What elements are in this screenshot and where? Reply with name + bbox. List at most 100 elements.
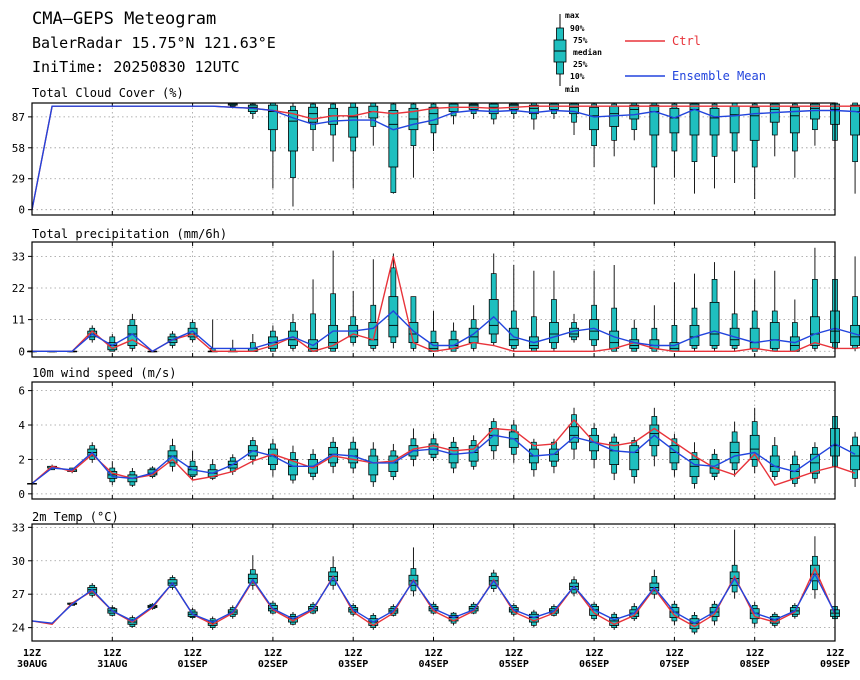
box-plot	[408, 547, 419, 597]
legend-box-label: 10%	[570, 72, 585, 81]
box-plot	[729, 270, 740, 352]
box-plot	[528, 609, 539, 628]
y-tick-label: 58	[12, 142, 25, 155]
box-plot	[589, 423, 599, 469]
box-plot	[549, 270, 559, 352]
box-inner	[589, 606, 599, 616]
box-inner	[709, 301, 720, 346]
x-tick-label-date: 30AUG	[17, 659, 47, 670]
x-tick-label-date: 09SEP	[820, 659, 850, 670]
box-plot	[167, 438, 178, 472]
box-plot	[408, 428, 419, 467]
location-label: BalerRadar 15.75°N 121.63°E	[32, 34, 276, 52]
x-tick-label-time: 12Z	[184, 648, 202, 659]
box-plot	[428, 311, 439, 352]
box-plot	[789, 299, 800, 352]
box-inner	[749, 327, 760, 349]
panels: Total Cloud Cover (%) 0 29 58 87 Total precip…	[12, 86, 860, 642]
y-tick-label: 0	[18, 345, 25, 358]
legend-box-label: 90%	[570, 24, 585, 33]
box-inner	[388, 110, 399, 168]
box-plot	[187, 450, 198, 481]
box-outer	[812, 279, 818, 349]
legend-box-label: median	[573, 47, 602, 57]
box-plot	[408, 103, 419, 178]
box-plot	[649, 102, 660, 205]
box-inner	[528, 104, 539, 115]
box-plot	[468, 305, 479, 352]
box-plot	[569, 313, 579, 343]
box-plot	[789, 103, 800, 178]
legend-line-label: Ctrl	[672, 34, 701, 48]
box-plot	[328, 103, 339, 162]
box-plot	[247, 103, 258, 119]
x-tick-label-date: 31AUG	[97, 659, 127, 670]
ensemble-mean-line	[32, 310, 860, 353]
x-tick-label-time: 12Z	[585, 648, 603, 659]
box-plot	[227, 339, 238, 353]
ensemble-mean-line	[31, 572, 836, 625]
box-plot	[308, 279, 318, 352]
box-inner	[368, 322, 379, 346]
box-inner	[428, 106, 439, 125]
box-plot	[348, 290, 359, 346]
box-plot	[810, 102, 820, 146]
legend-box-label: max	[565, 11, 580, 20]
y-tick-label: 29	[12, 173, 25, 186]
y-tick-label: 4	[18, 419, 25, 432]
panel-frame	[31, 102, 836, 216]
ctrl-line	[31, 418, 856, 487]
box-inner	[850, 445, 860, 471]
box-inner	[609, 441, 620, 465]
panel-frame	[31, 523, 836, 642]
x-tick-label-time: 12Z	[344, 648, 362, 659]
y-tick-label: 27	[12, 588, 25, 601]
box-plot	[267, 102, 278, 189]
box-plot	[649, 569, 660, 599]
box-inner	[308, 106, 318, 123]
box-plot	[749, 103, 760, 199]
box-inner	[769, 322, 780, 349]
x-tick-label-date: 05SEP	[499, 659, 529, 670]
box-plot	[388, 443, 399, 481]
box-plot	[689, 442, 700, 489]
box-plot	[629, 102, 640, 141]
box-inner	[549, 322, 559, 344]
box-inner	[810, 453, 820, 474]
box-plot	[328, 250, 339, 352]
box-plot	[528, 438, 539, 477]
legend-line-label: Ensemble Mean	[672, 69, 766, 83]
panel: 2m Temp (°C) 24 27 30 33	[12, 510, 840, 642]
box-plot	[267, 325, 278, 352]
box-plot	[669, 433, 680, 477]
box-plot	[589, 602, 599, 621]
box-inner	[629, 445, 640, 471]
y-tick-label: 30	[12, 555, 25, 568]
y-tick-label: 33	[12, 250, 25, 263]
y-tick-label: 33	[12, 521, 25, 534]
x-tick-label-date: 08SEP	[740, 659, 770, 670]
panel-title: Total precipitation (mm/6h)	[32, 227, 227, 241]
box-plot	[850, 256, 860, 352]
box-plot	[709, 262, 720, 352]
box-inner	[388, 296, 399, 338]
ensemble-mean-line	[31, 434, 856, 485]
panel-title: 10m wind speed (m/s)	[32, 366, 177, 380]
box-inner	[749, 106, 760, 141]
box-plot	[589, 270, 599, 352]
panel-title: 2m Temp (°C)	[32, 510, 119, 524]
box-inner	[789, 336, 800, 352]
box-inner	[569, 426, 579, 443]
x-tick-label-time: 12Z	[665, 648, 683, 659]
box-inner	[388, 455, 399, 472]
box-plot	[850, 102, 860, 194]
box-plot	[408, 296, 419, 352]
box-inner	[709, 107, 720, 136]
panel-frame	[31, 241, 836, 358]
y-tick-label: 2	[18, 453, 25, 466]
chart-title: CMA—GEPS Meteogram	[32, 9, 216, 29]
box-plot	[388, 253, 399, 349]
box-plot	[428, 433, 439, 462]
y-tick-label: 0	[18, 488, 25, 501]
